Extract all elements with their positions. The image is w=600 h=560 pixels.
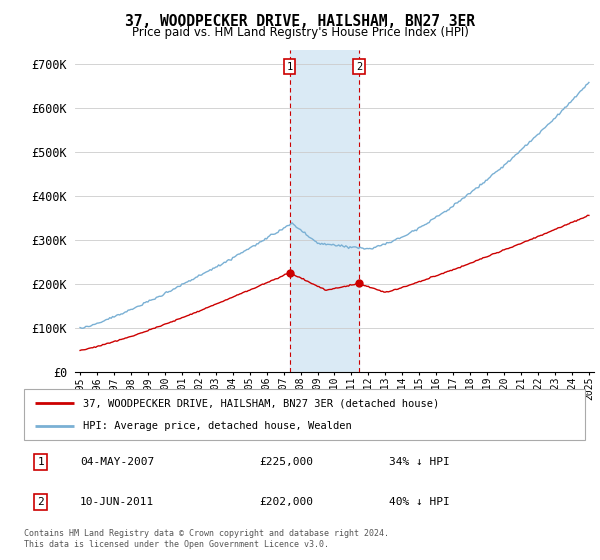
Text: £225,000: £225,000 [260, 456, 314, 466]
Bar [290, 50, 359, 372]
Text: 34% ↓ HPI: 34% ↓ HPI [389, 456, 449, 466]
Text: Contains HM Land Registry data © Crown copyright and database right 2024.
This d: Contains HM Land Registry data © Crown c… [24, 529, 389, 549]
Text: 1: 1 [37, 456, 44, 466]
Text: 10-JUN-2011: 10-JUN-2011 [80, 497, 154, 507]
Text: 40% ↓ HPI: 40% ↓ HPI [389, 497, 449, 507]
Text: HPI: Average price, detached house, Wealden: HPI: Average price, detached house, Weal… [83, 422, 352, 432]
Text: £202,000: £202,000 [260, 497, 314, 507]
Text: 04-MAY-2007: 04-MAY-2007 [80, 456, 154, 466]
Text: 2: 2 [37, 497, 44, 507]
Text: 37, WOODPECKER DRIVE, HAILSHAM, BN27 3ER: 37, WOODPECKER DRIVE, HAILSHAM, BN27 3ER [125, 14, 475, 29]
Text: 2: 2 [356, 62, 362, 72]
FancyBboxPatch shape [24, 389, 585, 440]
Text: 37, WOODPECKER DRIVE, HAILSHAM, BN27 3ER (detached house): 37, WOODPECKER DRIVE, HAILSHAM, BN27 3ER… [83, 398, 439, 408]
Text: 1: 1 [286, 62, 293, 72]
Text: Price paid vs. HM Land Registry's House Price Index (HPI): Price paid vs. HM Land Registry's House … [131, 26, 469, 39]
